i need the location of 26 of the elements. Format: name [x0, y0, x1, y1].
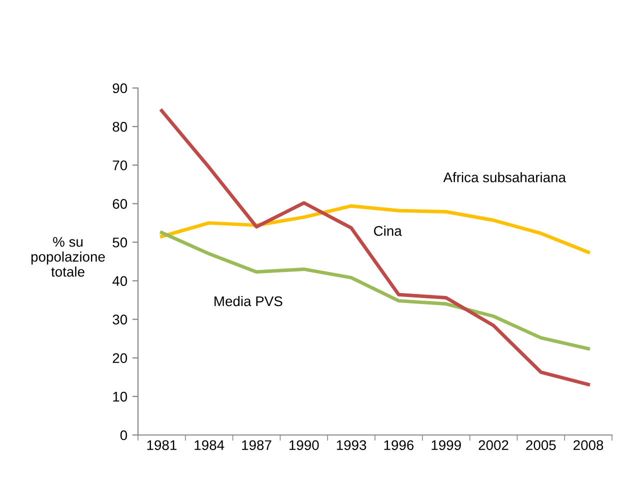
series-label: Media PVS — [214, 296, 282, 306]
y-tick-label: 10 — [113, 392, 128, 402]
x-tick-label: 1993 — [336, 440, 366, 450]
y-tick-label: 50 — [112, 238, 128, 248]
y-axis-title: % su popolazione totale — [31, 236, 105, 277]
x-tick-label: 2005 — [526, 440, 556, 450]
x-tick-label: 1996 — [384, 440, 414, 450]
y-tick-label: 40 — [112, 276, 128, 286]
text: Africa subsahariana — [443, 172, 566, 182]
y-tick-label: 90 — [112, 83, 128, 94]
x-tick-label: 2002 — [478, 440, 508, 450]
x-tick-label: 1984 — [194, 440, 224, 450]
y-tick-label: 80 — [112, 122, 128, 132]
y-tick-label: 30 — [112, 314, 128, 325]
y-tick-label: 0 — [120, 430, 128, 440]
x-tick-label: 1999 — [432, 440, 461, 450]
y-tick-label: 70 — [112, 160, 128, 170]
x-tick-label: 1987 — [242, 440, 272, 450]
x-tick-label: 1981 — [147, 440, 176, 450]
line-series — [160, 109, 590, 386]
y-tick-label: 60 — [112, 199, 128, 209]
line-series — [160, 204, 590, 254]
y-tick-label: 20 — [112, 353, 128, 364]
x-tick-label: 1990 — [290, 440, 319, 450]
x-tick-label: 2008 — [574, 440, 604, 450]
series-label: Cina — [374, 226, 402, 236]
